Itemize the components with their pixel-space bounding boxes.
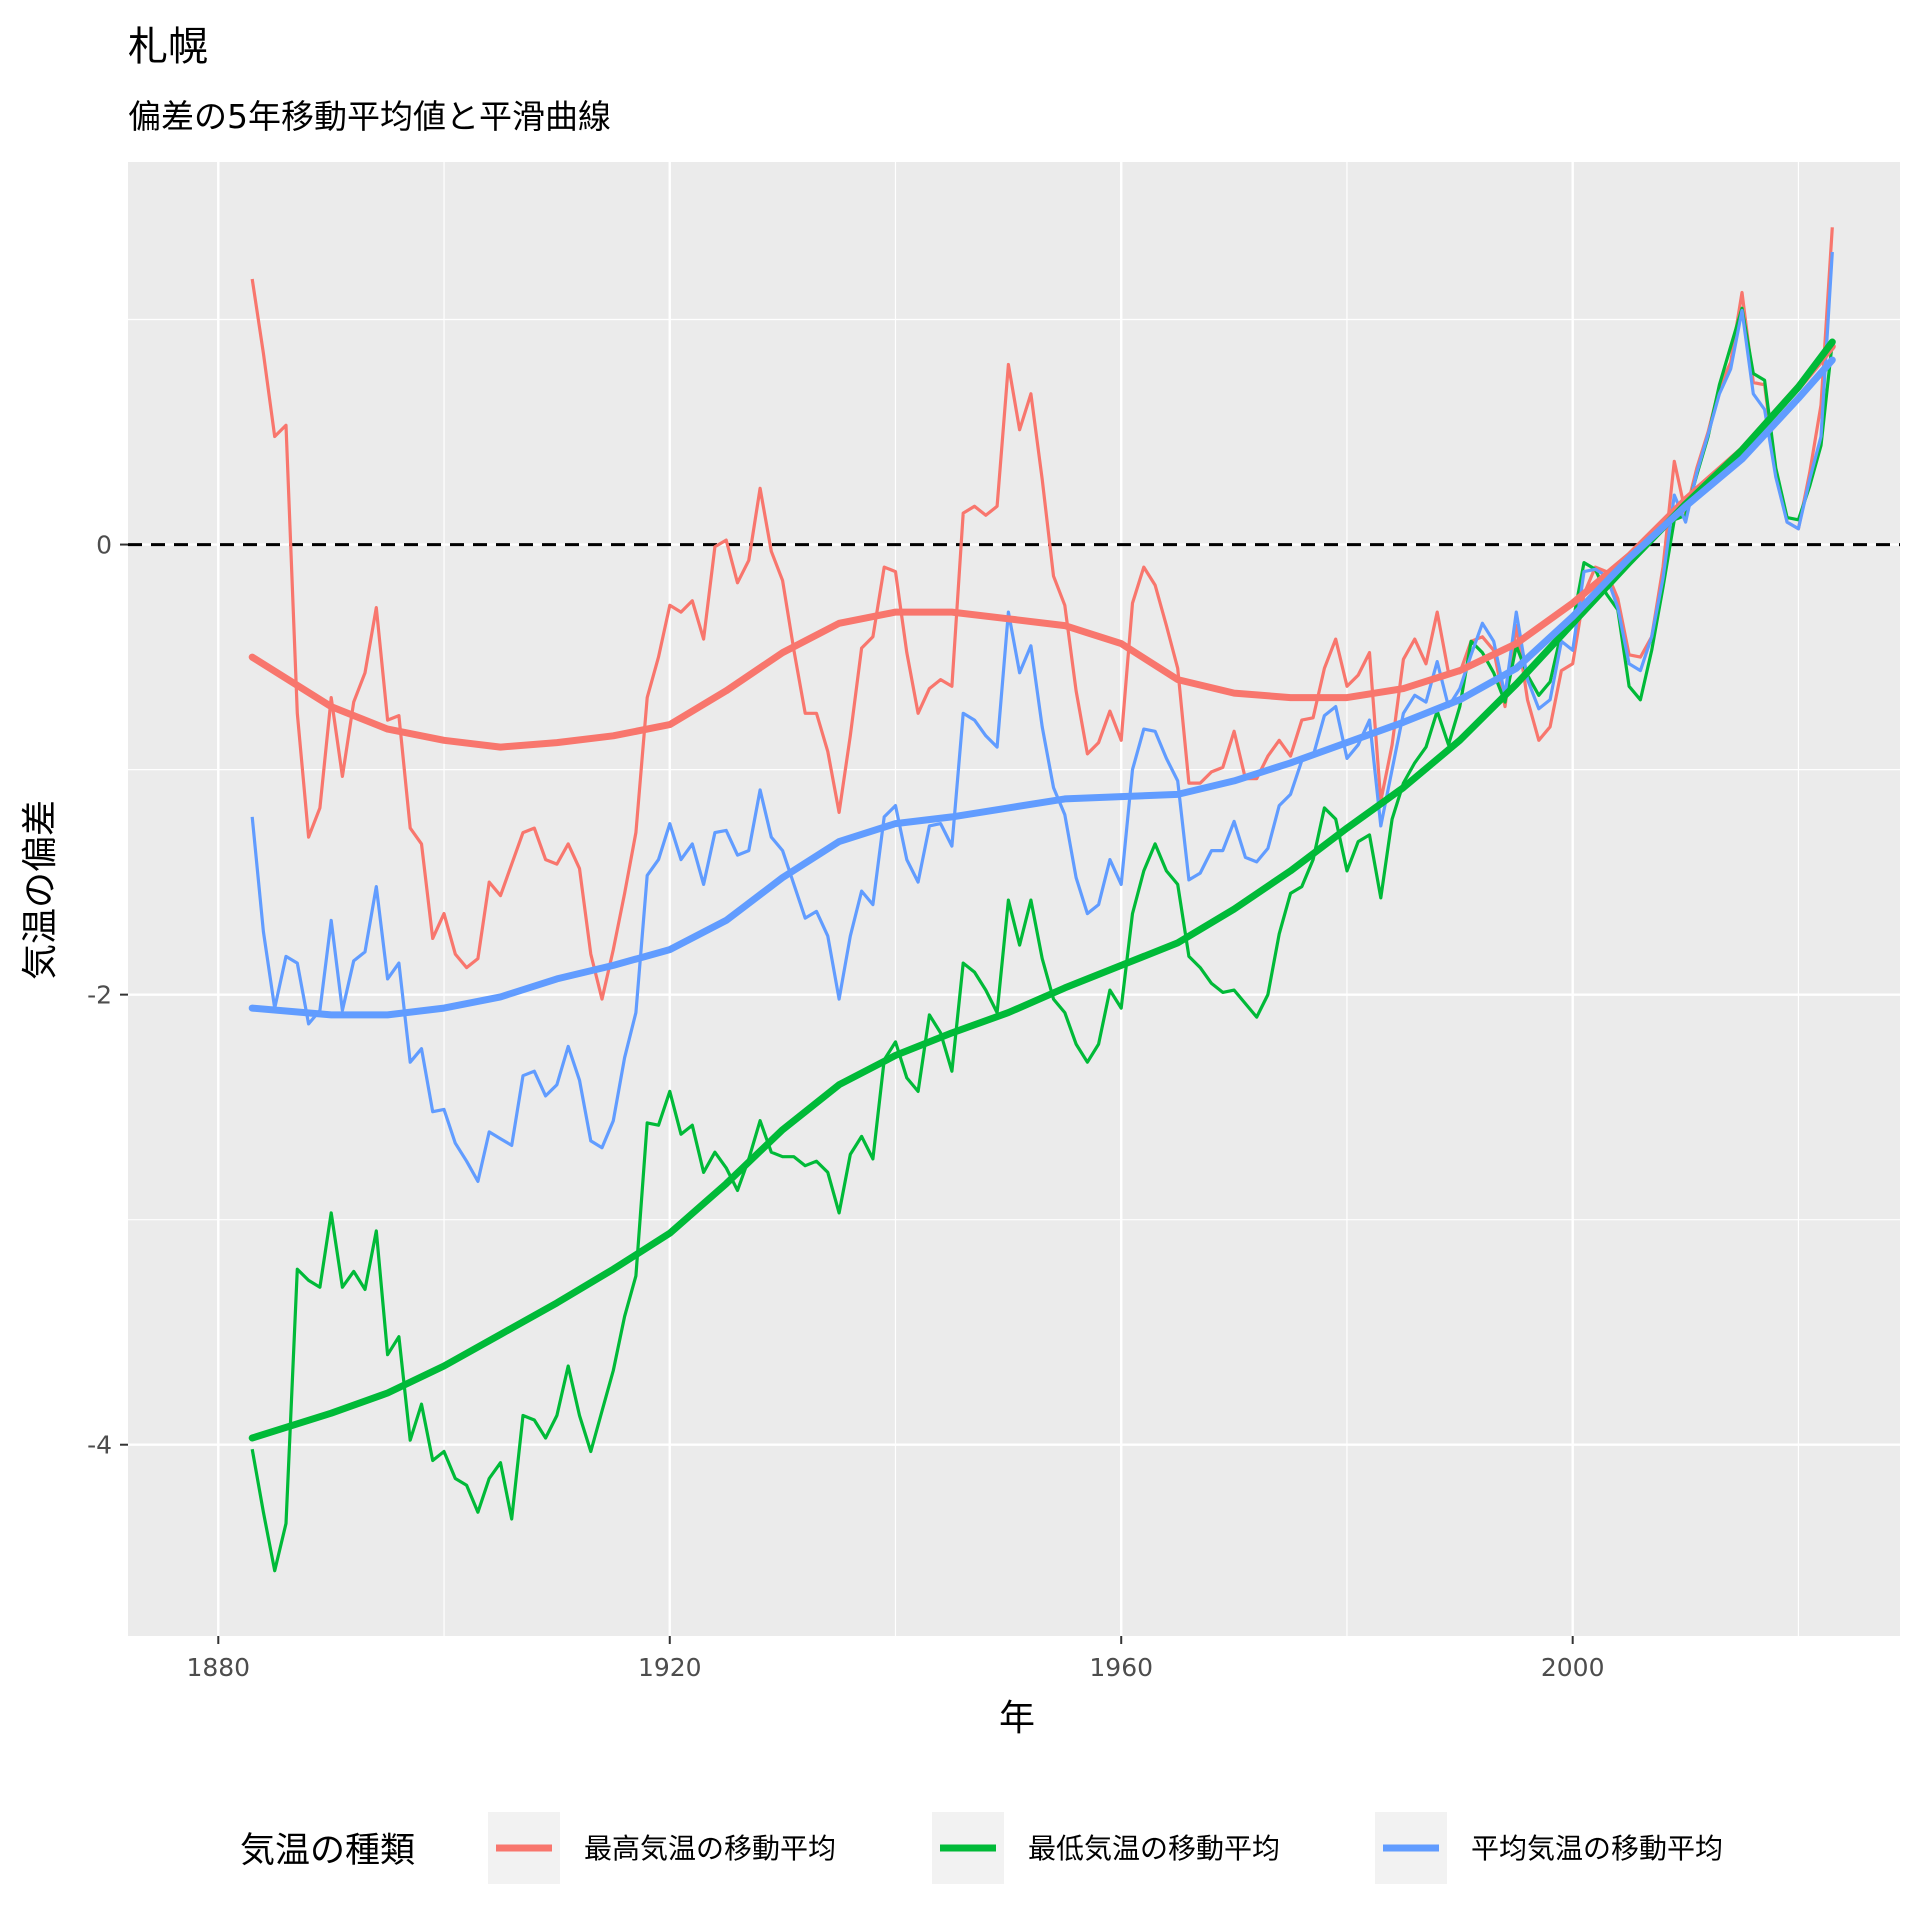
smooth-curves [248, 338, 1836, 1442]
legend-label-mean: 平均気温の移動平均 [1471, 1832, 1723, 1865]
x-tick-label: 2000 [1541, 1653, 1605, 1682]
x-tick-label: 1960 [1089, 1653, 1153, 1682]
x-axis-title: 年 [999, 1698, 1035, 1739]
y-tick-label: -4 [87, 1431, 112, 1460]
x-axis: 1880 1920 1960 2000 [186, 1636, 1605, 1682]
chart-title: 札幌 [128, 24, 208, 70]
x-tick-label: 1880 [186, 1653, 250, 1682]
y-axis: -4 -2 0 [87, 531, 128, 1460]
plot-panel [128, 162, 1900, 1636]
smooth-curve-mean [248, 356, 1836, 1019]
series-line-mean [250, 251, 1834, 1183]
smooth-curve-max [248, 343, 1836, 751]
smooth-curve-min [248, 338, 1836, 1442]
legend-title: 気温の種類 [240, 1831, 415, 1871]
x-tick-label: 1920 [638, 1653, 702, 1682]
y-tick-label: 0 [96, 531, 112, 560]
grid-minor [128, 162, 1900, 1636]
legend-label-min: 最低気温の移動平均 [1028, 1832, 1280, 1865]
legend-label-max: 最高気温の移動平均 [584, 1832, 836, 1865]
chart-subtitle: 偏差の5年移動平均値と平滑曲線 [128, 97, 611, 136]
legend: 気温の種類 最高気温の移動平均 最低気温の移動平均 平均気温の移動平均 [240, 1812, 1723, 1884]
y-axis-title: 気温の偏差 [20, 800, 61, 980]
y-tick-label: -2 [87, 981, 112, 1010]
series-line-max [250, 227, 1834, 1001]
